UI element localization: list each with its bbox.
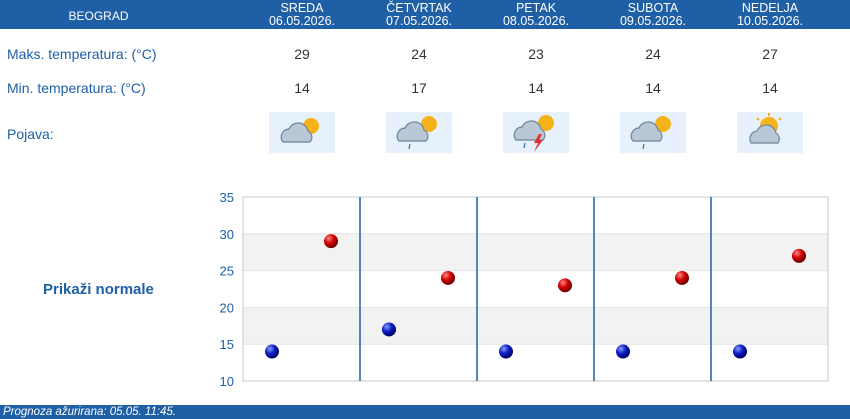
min-temp-point (382, 322, 396, 337)
max-temp-point (792, 248, 806, 263)
max-temp-label: Maks. temperatura: (°C) (7, 46, 157, 62)
sun-cloud-icon (737, 112, 803, 153)
max-temp-value: 24 (411, 46, 427, 62)
y-tick-label: 30 (220, 227, 234, 242)
plot-border (242, 196, 829, 382)
chart-band (243, 197, 828, 234)
chart-band (243, 270, 828, 308)
y-tick-label: 25 (220, 264, 234, 279)
max-temp-value: 27 (762, 46, 778, 62)
min-temp-value: 14 (528, 80, 544, 96)
chart-band (243, 307, 828, 345)
update-footer: Prognoza ažurirana: 05.05. 11:45. (0, 405, 850, 419)
forecast-header: BEOGRAD SREDA 06.05.2026. ČETVRTAK 07.05… (0, 0, 850, 29)
chart-band (243, 233, 828, 271)
day-name: NEDELJA (741, 1, 799, 15)
min-temp-value: 14 (762, 80, 778, 96)
min-temp-value: 14 (294, 80, 310, 96)
chart-band (243, 344, 828, 381)
day-date: 10.05.2026. (736, 13, 804, 28)
day-date: 08.05.2026. (502, 13, 570, 28)
min-temp-point (616, 344, 630, 359)
max-temp-point (675, 270, 689, 285)
max-temp-value: 29 (294, 46, 310, 62)
day-name: SUBOTA (627, 1, 679, 15)
min-temp-point (499, 344, 513, 359)
temperature-chart: 10 15 20 25 30 35 (220, 190, 829, 389)
day-name: SREDA (280, 1, 324, 15)
max-temp-point (441, 270, 455, 285)
day-header: SREDA 06.05.2026. (252, 2, 352, 27)
day-header: NEDELJA 10.05.2026. (720, 2, 820, 27)
day-header: PETAK 08.05.2026. (486, 2, 586, 27)
min-temp-point (265, 344, 279, 359)
day-name: PETAK (515, 1, 557, 15)
min-temp-label: Min. temperatura: (°C) (7, 80, 146, 96)
day-date: 09.05.2026. (619, 13, 687, 28)
y-tick-label: 15 (220, 337, 234, 352)
max-temp-value: 23 (528, 46, 544, 62)
y-tick-label: 20 (220, 300, 234, 315)
min-temp-value: 14 (645, 80, 661, 96)
day-date: 07.05.2026. (385, 13, 453, 28)
phenomenon-label: Pojava: (7, 126, 54, 142)
city-name: BEOGRAD (68, 9, 129, 23)
day-name: ČETVRTAK (386, 1, 452, 15)
day-header: SUBOTA 09.05.2026. (603, 2, 703, 27)
day-date: 06.05.2026. (268, 13, 336, 28)
cloud-sun-rain-icon (620, 112, 686, 153)
y-tick-label: 10 (220, 374, 234, 389)
show-normals-link[interactable]: Prikaži normale (43, 281, 154, 298)
min-temp-value: 17 (411, 80, 427, 96)
day-header: ČETVRTAK 07.05.2026. (369, 2, 469, 27)
cloud-sun-icon (269, 112, 335, 153)
min-temp-point (733, 344, 747, 359)
max-temp-value: 24 (645, 46, 661, 62)
max-temp-point (558, 278, 572, 293)
cloud-sun-rain-icon (386, 112, 452, 153)
max-temp-point (324, 234, 338, 249)
y-tick-label: 35 (220, 190, 234, 205)
cloud-sun-thunder-icon (503, 112, 569, 153)
